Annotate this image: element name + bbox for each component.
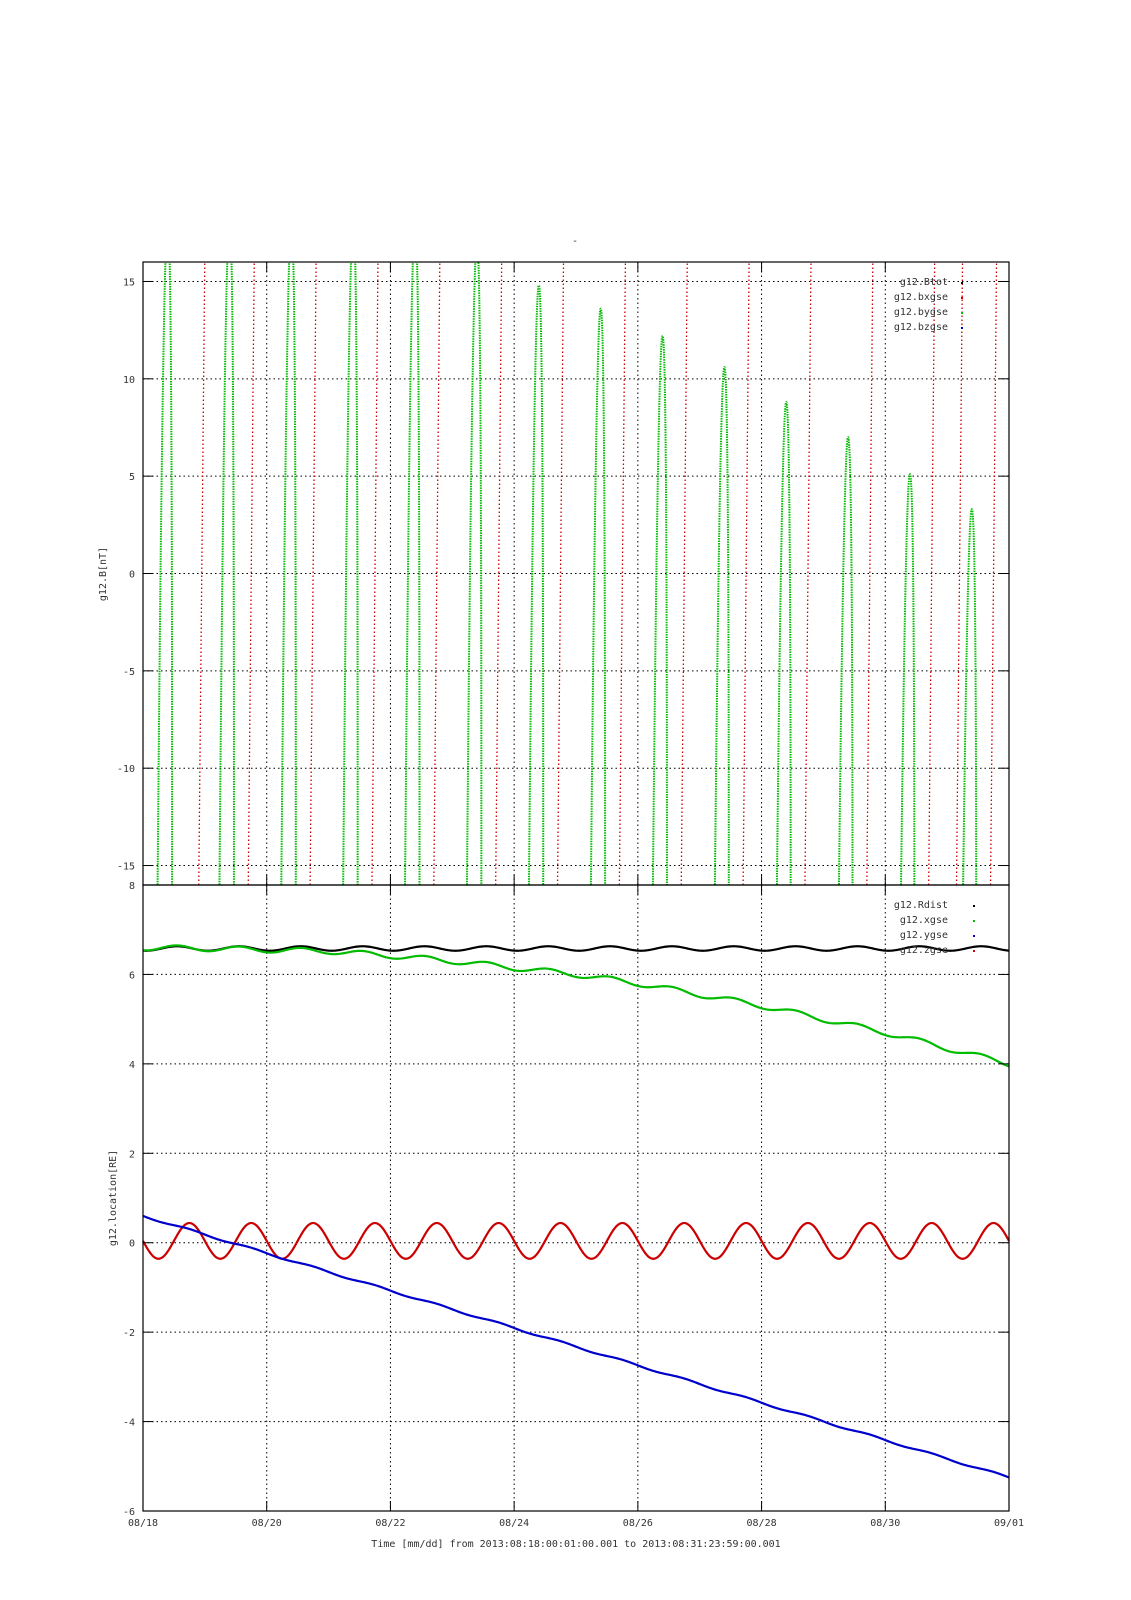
panel-2-frame bbox=[142, 884, 1010, 1512]
legend-marker-btot bbox=[961, 282, 963, 284]
panel-2-ytick-label: 0 bbox=[129, 1239, 135, 1250]
legend-marker-bxgse bbox=[961, 297, 963, 299]
panel-1-y-label: g12.B[nT] bbox=[98, 547, 109, 601]
legend-item-rdist: g12.Rdist bbox=[894, 900, 948, 911]
panel-2-grid bbox=[143, 885, 1009, 1511]
legend-marker-bygse bbox=[961, 312, 963, 314]
series-xgse bbox=[142, 944, 1010, 1068]
bygse-arch bbox=[900, 473, 916, 885]
legend-item-bxgse: g12.bxgse bbox=[894, 292, 948, 303]
x-tick-label: 09/01 bbox=[994, 1518, 1024, 1529]
panel-2-ytick-label: 8 bbox=[129, 881, 135, 892]
legend-marker-xgse bbox=[973, 920, 975, 922]
panel-2-ytick-label: 4 bbox=[129, 1060, 135, 1071]
bygse-arch bbox=[218, 262, 235, 885]
panel-2-ytick-label: 6 bbox=[129, 970, 135, 981]
panel-2-ytick-label: -2 bbox=[123, 1328, 135, 1339]
bygse-arch bbox=[404, 262, 421, 885]
panel-1-ytick-label: 15 bbox=[123, 277, 135, 288]
legend-marker-bzgse bbox=[961, 327, 963, 329]
panel-2-y-ticks: 8 6 4 2 0 -2 -4 -6 bbox=[123, 881, 1010, 1518]
x-tick-label: 08/20 bbox=[252, 1518, 282, 1529]
series-zgse bbox=[142, 1221, 1010, 1260]
page-title: - bbox=[572, 236, 578, 247]
legend-item-xgse: g12.xgse bbox=[900, 915, 948, 926]
x-tick-label: 08/30 bbox=[870, 1518, 900, 1529]
bygse-arch bbox=[527, 284, 545, 885]
series-bygse bbox=[156, 262, 978, 885]
x-tick-label: 08/28 bbox=[747, 1518, 777, 1529]
series-rdist bbox=[142, 945, 1010, 952]
legend-item-bzgse: g12.bzgse bbox=[894, 322, 948, 333]
bygse-arch bbox=[962, 508, 978, 885]
panel-magnetic-field: 15 10 5 0 -5 -10 -15 g12.B[nT] g12.Btot g12.bx… bbox=[98, 261, 1010, 886]
legend-marker-ygse bbox=[973, 935, 975, 937]
bygse-arch bbox=[156, 262, 174, 885]
x-tick-label: 08/22 bbox=[375, 1518, 405, 1529]
series-ygse bbox=[142, 1214, 1010, 1479]
bygse-arch bbox=[465, 262, 483, 885]
panel-location: 8 6 4 2 0 -2 -4 -6 g12.location[RE] g12.Rdist g… bbox=[108, 881, 1010, 1518]
bygse-arch bbox=[280, 262, 297, 885]
x-tick-label: 08/26 bbox=[623, 1518, 653, 1529]
legend-item-zgse: g12.zgse bbox=[900, 945, 948, 956]
x-axis-label: Time [mm/dd] from 2013:08:18:00:01:00.00… bbox=[371, 1539, 780, 1550]
bygse-arch bbox=[651, 334, 668, 885]
panel-1-ytick-label: -15 bbox=[117, 862, 135, 873]
panel-1-ytick-label: -10 bbox=[117, 764, 135, 775]
legend-item-ygse: g12.ygse bbox=[900, 930, 948, 941]
bygse-arch bbox=[775, 401, 792, 885]
legend-marker-zgse bbox=[973, 950, 975, 952]
panel-1-y-ticks: 15 10 5 0 -5 -10 -15 bbox=[117, 262, 1010, 885]
panel-1-ytick-label: 10 bbox=[123, 375, 135, 386]
panel-1-grid bbox=[143, 262, 1009, 885]
panel-1-ytick-label: 5 bbox=[129, 472, 135, 483]
x-axis-ticks: 08/18 08/20 08/22 08/24 08/26 08/28 08/30 09/01 bbox=[128, 1518, 1024, 1529]
x-tick-label: 08/18 bbox=[128, 1518, 158, 1529]
panel-1-legend: g12.Btot g12.bxgse g12.bygse g12.bzgse bbox=[894, 277, 963, 333]
panel-2-ytick-label: -6 bbox=[123, 1507, 135, 1518]
panel-1-ytick-label: 0 bbox=[129, 570, 135, 581]
legend-item-bygse: g12.bygse bbox=[894, 307, 948, 318]
bygse-arch bbox=[713, 366, 730, 885]
panel-2-ytick-label: -4 bbox=[123, 1418, 135, 1429]
bxgse-crossing bbox=[955, 261, 964, 886]
legend-item-btot: g12.Btot bbox=[900, 277, 948, 288]
bygse-arch bbox=[342, 262, 359, 885]
panel-1-ytick-label: -5 bbox=[123, 667, 135, 678]
panel-2-legend: g12.Rdist g12.xgse g12.ygse g12.zgse bbox=[894, 900, 975, 956]
legend-marker-rdist bbox=[973, 905, 975, 907]
x-tick-label: 08/24 bbox=[499, 1518, 529, 1529]
panel-2-y-label: g12.location[RE] bbox=[108, 1150, 119, 1246]
bygse-arch bbox=[589, 307, 607, 885]
bygse-arch bbox=[837, 436, 854, 885]
panel-2-ytick-label: 2 bbox=[129, 1149, 135, 1160]
